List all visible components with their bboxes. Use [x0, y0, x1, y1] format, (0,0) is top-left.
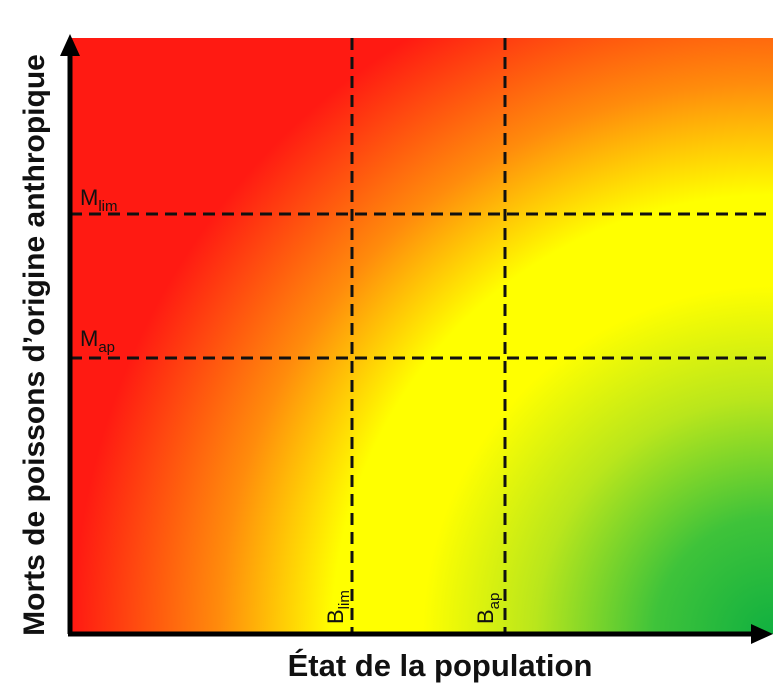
status-gradient-field — [70, 38, 773, 634]
x-axis-arrowhead — [751, 624, 773, 644]
b-ap-label: Bap — [473, 593, 503, 624]
x-axis-title: État de la population — [288, 648, 593, 683]
m-lim-label: Mlim — [80, 185, 118, 215]
b-lim-label: Blim — [323, 590, 353, 624]
y-axis-arrowhead — [60, 34, 80, 56]
y-axis-title: Morts de poissons d’origine anthropique — [18, 54, 51, 636]
m-ap-label: Map — [80, 326, 115, 356]
